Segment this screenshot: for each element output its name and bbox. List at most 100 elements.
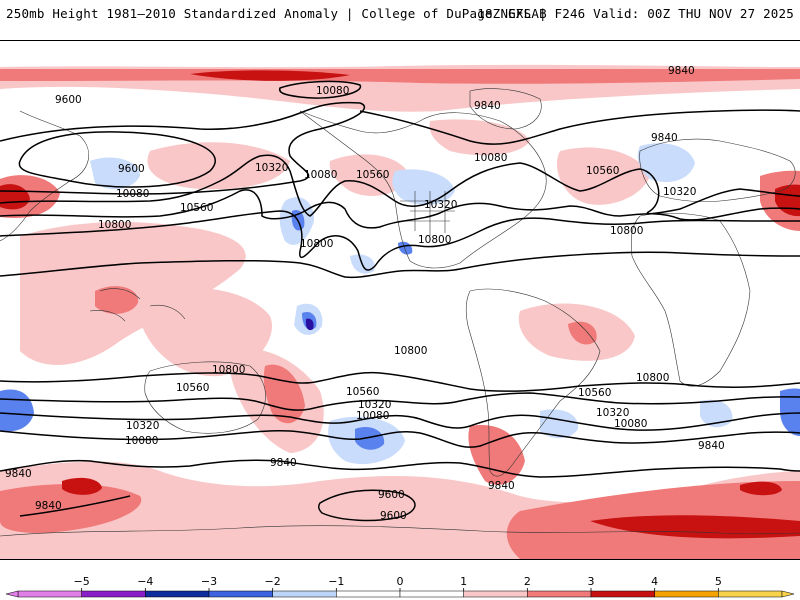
legend-swatch xyxy=(718,590,783,598)
contour-label: 10080 xyxy=(116,188,149,200)
positive-anomaly-polar-north-core xyxy=(0,69,800,84)
negative-anomaly-europe xyxy=(637,143,695,183)
contour-label: 10080 xyxy=(125,435,158,447)
contour-label: 10080 xyxy=(316,85,349,97)
contour-10560-south xyxy=(0,392,800,411)
contour-label: 10080 xyxy=(356,410,389,422)
contour-10800-south xyxy=(0,371,800,392)
contour-label: 10080 xyxy=(614,418,647,430)
contour-labels: 9600 10080 9840 9840 9840 9600 10080 100… xyxy=(5,65,725,522)
coast-europe xyxy=(639,138,796,203)
legend-swatch xyxy=(17,590,82,598)
coast-greenland xyxy=(469,88,542,130)
positive-anomaly-canada xyxy=(329,154,410,196)
positive-anomaly-north-atlantic xyxy=(429,119,530,156)
positive-anomaly-maritime xyxy=(95,286,139,314)
coast-south-america xyxy=(465,288,601,477)
contour-label: 10080 xyxy=(304,169,337,181)
contour-label: 10800 xyxy=(212,364,245,376)
contour-9840-closed xyxy=(278,80,361,99)
negative-anomaly-us xyxy=(392,169,455,205)
contour-label: 10320 xyxy=(596,407,629,419)
legend-max-arrow xyxy=(781,590,795,598)
legend-swatch xyxy=(81,590,146,598)
legend-swatch xyxy=(654,590,719,598)
negative-anomaly-south-east xyxy=(780,388,800,436)
contour-label: 10560 xyxy=(586,165,619,177)
contour-label: 9840 xyxy=(668,65,695,77)
contour-label: 10560 xyxy=(176,382,209,394)
contour-label: 10800 xyxy=(98,219,131,231)
contour-label: 10800 xyxy=(610,225,643,237)
contour-10560-north xyxy=(0,210,800,271)
negative-anomaly-caribbean xyxy=(398,241,413,255)
legend-swatch xyxy=(463,590,528,598)
contour-label: 10800 xyxy=(418,234,451,246)
legend-swatch xyxy=(399,590,464,598)
contour-label: 10320 xyxy=(663,186,696,198)
legend-tick-label: 2 xyxy=(524,575,531,588)
contour-10320-north xyxy=(0,189,800,229)
color-legend-ticks: −5 −4 −3 −2 −1 0 1 2 3 4 5 xyxy=(74,575,722,591)
contour-label: 10560 xyxy=(180,202,213,214)
negative-anomaly-kamchatka xyxy=(90,157,140,190)
legend-swatch xyxy=(145,590,210,598)
coast-africa xyxy=(630,212,751,387)
coast-north-america xyxy=(299,110,547,269)
legend-tick-label: 1 xyxy=(460,575,467,588)
contour-label: 9840 xyxy=(5,468,32,480)
color-legend-segments xyxy=(5,590,795,598)
anomaly-shading xyxy=(0,64,800,559)
contour-label: 9600 xyxy=(378,489,405,501)
coast-antarctica xyxy=(0,525,800,537)
contour-9840-north xyxy=(0,101,800,195)
contour-label: 10560 xyxy=(578,387,611,399)
legend-tick-label: −1 xyxy=(328,575,344,588)
negative-anomaly-south-atlantic xyxy=(540,409,579,439)
positive-anomaly-brazil xyxy=(568,321,597,345)
contour-label: 10800 xyxy=(300,238,333,250)
contour-label: 10800 xyxy=(636,372,669,384)
contour-9600-south xyxy=(317,489,416,522)
legend-tick-label: 0 xyxy=(397,575,404,588)
negative-anomaly-south-west xyxy=(0,389,34,432)
contour-label: 10320 xyxy=(126,420,159,432)
contour-label: 9840 xyxy=(488,480,515,492)
contour-label: 9840 xyxy=(474,100,501,112)
legend-swatch xyxy=(336,590,401,598)
positive-anomaly-antarctic-max-2 xyxy=(62,477,102,495)
contour-label: 10560 xyxy=(356,169,389,181)
contour-10080-south xyxy=(0,429,800,448)
legend-tick-label: 3 xyxy=(588,575,595,588)
positive-anomaly-antarctic-max xyxy=(590,515,800,539)
legend-tick-label: −4 xyxy=(137,575,153,588)
positive-anomaly-pacific-ne xyxy=(147,142,290,190)
negative-anomaly-indian xyxy=(700,399,733,428)
contour-label: 10560 xyxy=(346,386,379,398)
anomaly-map: 9600 10080 9840 9840 9840 9600 10080 100… xyxy=(0,64,800,559)
contour-9840-south xyxy=(0,459,800,517)
contour-label: 9600 xyxy=(118,163,145,175)
map-title: 250mb Height 1981–2010 Standardized Anom… xyxy=(6,6,547,21)
contour-9600-north xyxy=(18,131,216,188)
contour-label: 10320 xyxy=(358,399,391,411)
map-panel: 9600 10080 9840 9840 9840 9600 10080 100… xyxy=(0,40,800,560)
legend-tick-label: −3 xyxy=(201,575,217,588)
legend-tick-label: −2 xyxy=(265,575,281,588)
negative-anomaly-south-pacific-core xyxy=(355,426,385,450)
us-borders xyxy=(400,191,455,236)
negative-anomaly-central-pacific-3 xyxy=(305,318,314,331)
contour-label: 9600 xyxy=(380,510,407,522)
legend-swatch xyxy=(272,590,337,598)
positive-anomaly-south-america-south xyxy=(468,425,525,485)
contour-10800-north xyxy=(0,251,800,279)
legend-tick-label: −5 xyxy=(74,575,90,588)
contour-label: 10320 xyxy=(424,199,457,211)
positive-anomaly-north-pole-max xyxy=(190,70,350,81)
legend-min-arrow xyxy=(5,590,19,598)
legend-tick-label: 4 xyxy=(651,575,658,588)
contour-label: 10080 xyxy=(474,152,507,164)
color-legend: −5 −4 −3 −2 −1 0 1 2 3 4 5 xyxy=(5,575,795,598)
contour-label: 9840 xyxy=(270,457,297,469)
positive-anomaly-antarctic-max-3 xyxy=(740,481,782,496)
